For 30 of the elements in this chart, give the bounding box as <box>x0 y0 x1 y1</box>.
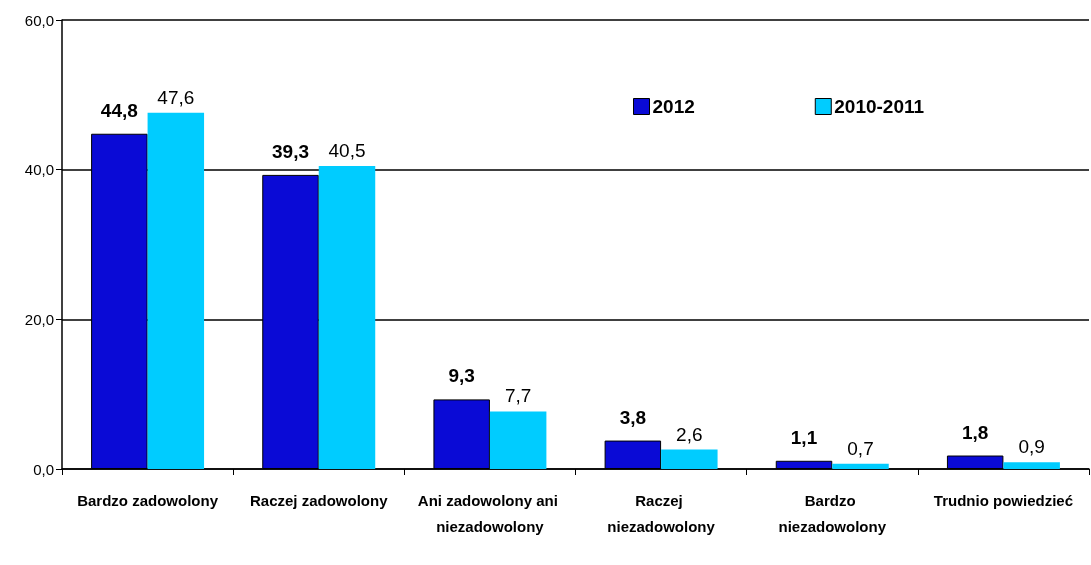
bar <box>832 463 889 469</box>
data-label: 7,7 <box>504 385 532 407</box>
y-tick-label: 20,0 <box>24 310 54 328</box>
legend-label: 2012 <box>652 96 695 117</box>
legend-label: 2010-2011 <box>834 96 925 117</box>
data-label: 40,5 <box>328 139 366 161</box>
data-label: 1,8 <box>961 421 989 443</box>
y-tick-label: 40,0 <box>24 161 54 179</box>
data-label: 44,8 <box>100 99 138 121</box>
y-tick-label: 60,0 <box>24 11 54 29</box>
x-tick-label: Trudnio powiedzieć <box>933 491 1074 509</box>
data-label: 1,1 <box>790 426 818 448</box>
y-tick-label: 0,0 <box>33 460 54 478</box>
data-label: 3,8 <box>619 406 647 428</box>
data-label: 0,9 <box>1018 436 1045 458</box>
data-label: 2,6 <box>676 423 703 445</box>
data-label: 9,3 <box>448 365 475 387</box>
bar <box>489 411 547 469</box>
x-tick-label: Ani zadowolony ani niezadowolony <box>417 491 562 535</box>
data-label: 47,6 <box>157 86 195 108</box>
x-tick-label: Raczej zadowolony <box>249 491 389 509</box>
x-tick-label: Bardzo zadowolony <box>77 491 219 509</box>
bar <box>1003 462 1060 469</box>
bar <box>147 112 205 469</box>
data-label: 0,7 <box>847 437 874 459</box>
data-label: 39,3 <box>272 140 309 162</box>
bar <box>318 165 376 469</box>
x-tick-label: Bardzo niezadowolony <box>778 491 887 535</box>
x-tick-label: Raczej niezadowolony <box>607 491 716 535</box>
bar <box>661 449 718 469</box>
